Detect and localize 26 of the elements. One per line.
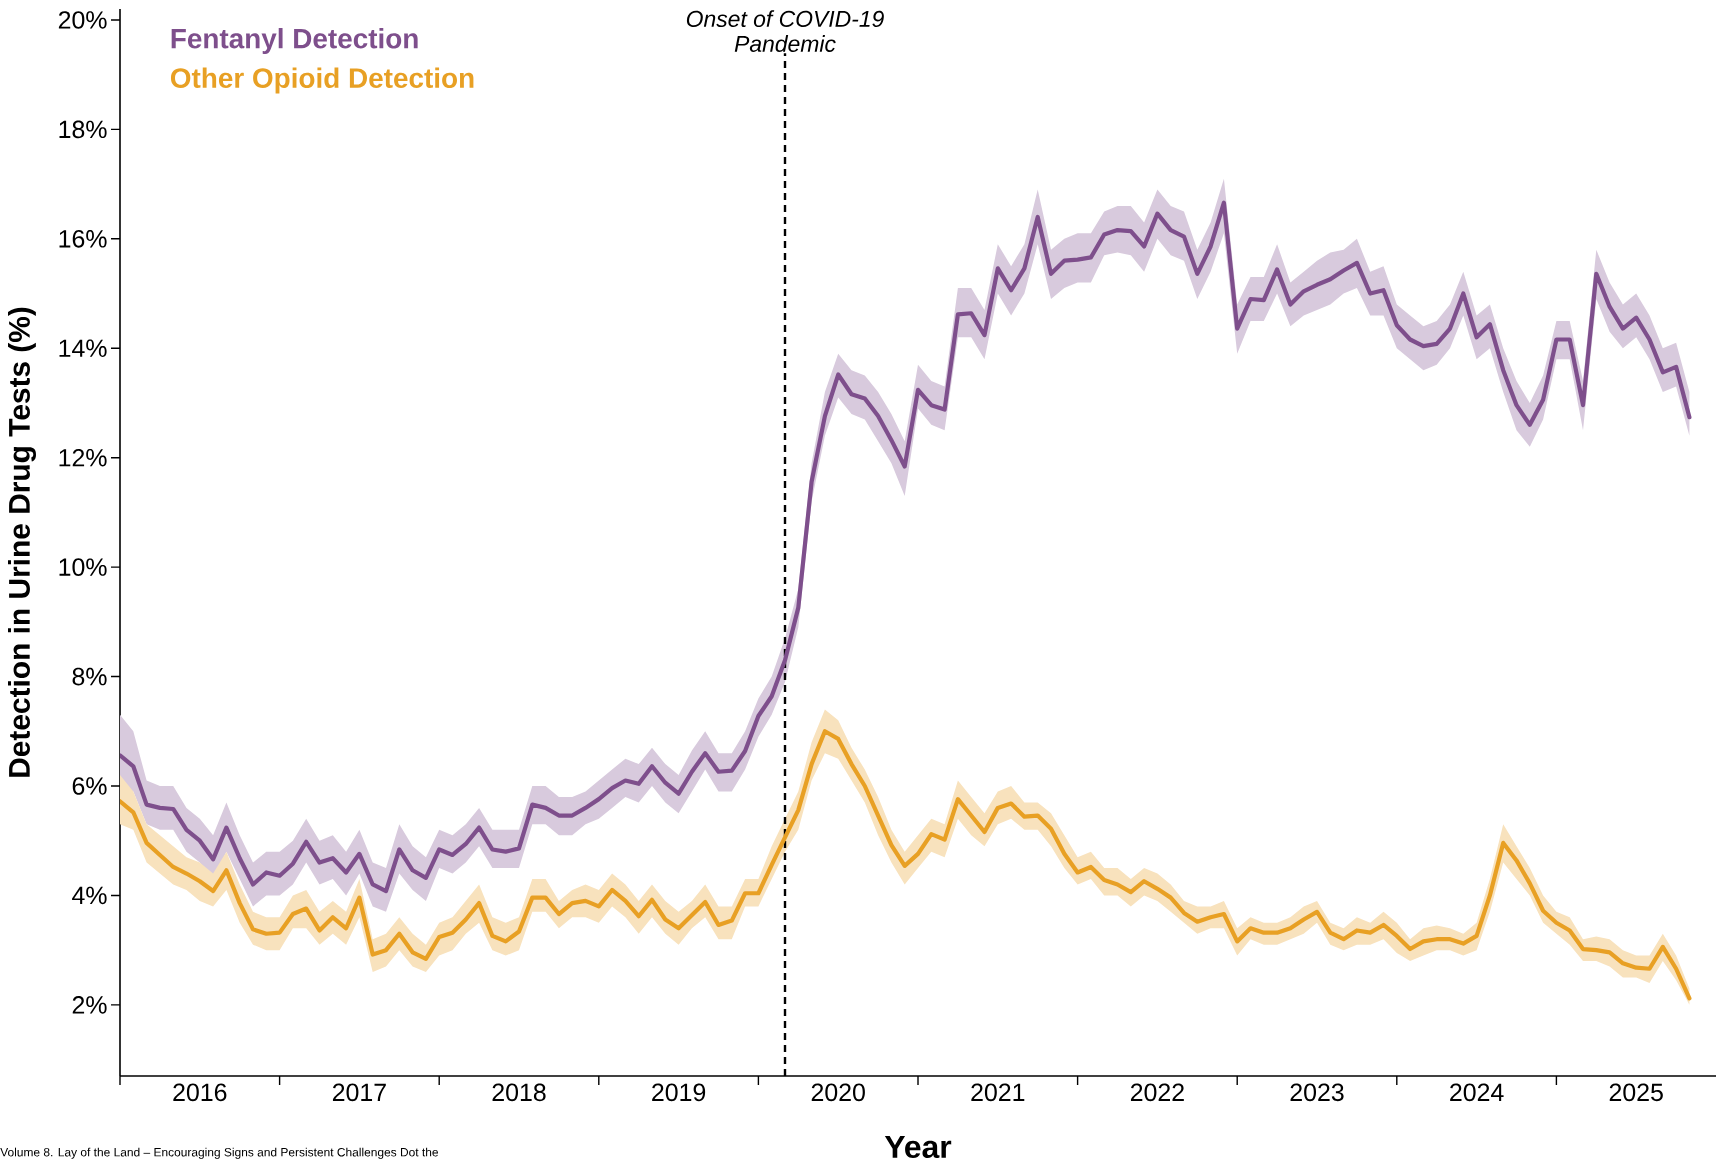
x-tick-label: 2019 — [652, 1083, 706, 1102]
y-tick-label: 2% — [72, 996, 107, 1014]
x-tick-label: 2016 — [173, 1083, 227, 1102]
y-axis-title: Detection in Urine Drug Tests (%) — [8, 307, 36, 777]
x-tick-label: 2017 — [332, 1083, 386, 1102]
y-tick-label: 14% — [59, 339, 107, 357]
x-tick-label: 2021 — [971, 1083, 1025, 1102]
x-tick-label: 2022 — [1130, 1083, 1184, 1102]
text: Other Opioid Detection — [170, 67, 474, 94]
y-tick-label: 16% — [59, 230, 107, 248]
y-tick-label: 12% — [59, 448, 107, 467]
x-tick-label: 2020 — [811, 1083, 865, 1102]
y-tick-label: 6% — [72, 777, 107, 795]
text: Volume 8. Lay of the Land – Encouraging Signs and Persistent Challenges Dot the — [0, 1147, 439, 1159]
x-tick-label: 2024 — [1450, 1083, 1504, 1102]
x-tick-label: 2025 — [1609, 1083, 1663, 1102]
y-tick-label: 18% — [59, 120, 107, 139]
y-tick-label: 8% — [72, 667, 107, 686]
y-tick-label: 4% — [72, 886, 107, 905]
text: Fentanyl Detection — [171, 28, 418, 54]
x-tick-label: 2023 — [1290, 1083, 1344, 1102]
y-tick-label: 20% — [58, 11, 107, 29]
ref-line-label: Onset of COVID-19 Pandemic — [686, 10, 884, 52]
x-tick-label: 2018 — [492, 1083, 546, 1102]
x-axis-title: Year — [884, 1135, 952, 1159]
y-tick-label: 10% — [59, 558, 107, 576]
